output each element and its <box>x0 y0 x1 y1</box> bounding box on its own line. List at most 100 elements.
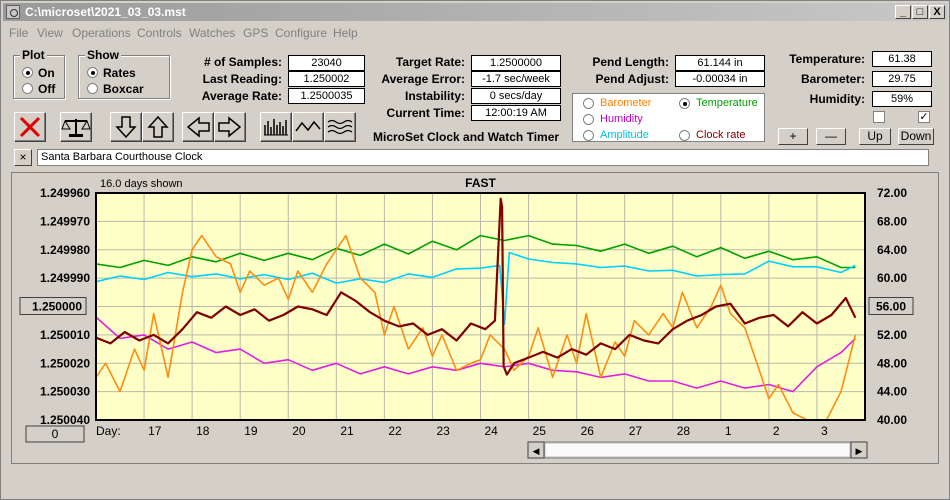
plot-on-label: On <box>38 66 55 80</box>
wave-button[interactable] <box>292 112 324 142</box>
plus-button[interactable]: + <box>778 128 808 145</box>
close-button[interactable]: X <box>929 5 945 19</box>
radio-indicator <box>679 130 690 141</box>
radio-indicator <box>22 83 33 94</box>
barometer-label: Barometer: <box>800 72 865 86</box>
menu-operations[interactable]: Operations <box>72 26 131 40</box>
down-button[interactable]: Down <box>898 128 934 145</box>
plot-border <box>95 192 866 421</box>
menu-controls[interactable]: Controls <box>137 26 182 40</box>
scroll-left-button[interactable] <box>527 441 545 459</box>
arrow-left-button[interactable] <box>182 112 214 142</box>
left-tick-label: 1.250030 <box>40 385 90 399</box>
right-center-button[interactable] <box>868 297 914 315</box>
arrow-down-button[interactable] <box>110 112 142 142</box>
up-button[interactable]: Up <box>859 128 891 145</box>
balance-button[interactable] <box>60 112 92 142</box>
pend-adjust-label: Pend Adjust: <box>595 72 669 86</box>
rate-chart: 1.249960 1.249970 1.249980 1.249990 1.250000… <box>19 176 914 477</box>
menu-watches[interactable]: Watches <box>189 26 236 40</box>
average-error-field: -1.7 sec/week <box>471 71 561 87</box>
fast-label: FAST <box>465 176 496 190</box>
days-shown-label: 16.0 days shown <box>100 178 183 190</box>
right-tick-label: 60.00 <box>877 271 907 285</box>
x-tick-label: 24 <box>485 424 499 438</box>
right-tick-label: 44.00 <box>877 385 907 399</box>
stop-icon <box>19 116 41 138</box>
menu-help[interactable]: Help <box>333 26 358 40</box>
arrow-right-button[interactable] <box>214 112 246 142</box>
show-group: Show Rates Boxcar <box>78 48 170 99</box>
right-tick-label: 64.00 <box>877 243 907 257</box>
menu-configure[interactable]: Configure <box>275 26 328 40</box>
samples-field: 23040 <box>288 55 365 71</box>
app-caption: MicroSet Clock and Watch Timer <box>373 130 560 144</box>
scroll-right-button[interactable] <box>850 441 868 459</box>
radio-indicator <box>583 130 594 141</box>
zero-button[interactable] <box>25 425 85 443</box>
scroll-thumb[interactable] <box>544 442 851 458</box>
radio-indicator <box>87 83 98 94</box>
average-error-label: Average Error: <box>381 72 465 86</box>
temperature-label: Temperature: <box>789 52 865 66</box>
clock-name-input[interactable]: Santa Barbara Courthouse Clock <box>37 149 929 166</box>
barometer-field: 29.75 <box>872 71 932 87</box>
radio-indicator <box>583 98 594 109</box>
radio-indicator <box>22 67 33 78</box>
maximize-button[interactable]: □ <box>912 5 928 19</box>
x-tick-label: 3 <box>821 424 828 438</box>
sensor-barometer-label: Barometer <box>600 97 652 109</box>
menu-gps[interactable]: GPS <box>243 26 269 40</box>
menu-file[interactable]: File <box>9 26 29 40</box>
pend-length-field: 61.144 in <box>675 55 765 71</box>
average-rate-field: 1.2500035 <box>288 88 365 104</box>
last-reading-label: Last Reading: <box>202 72 282 86</box>
series-clock_rate <box>95 197 857 376</box>
plot-off-label: Off <box>38 82 56 96</box>
series-amplitude <box>95 251 856 325</box>
sensor-amplitude-label: Amplitude <box>600 129 649 141</box>
right-tick-label: 40.00 <box>877 413 907 427</box>
sensor-clock-rate-label: Clock rate <box>696 129 746 141</box>
show-boxcar-label: Boxcar <box>103 82 144 96</box>
pend-adjust-field: -0.00034 in <box>675 71 765 87</box>
target-rate-field: 1.2500000 <box>471 55 561 71</box>
left-tick-label: 1.249960 <box>40 186 90 200</box>
right-tick-label: 56.00 <box>876 300 906 314</box>
x-tick-label: 26 <box>581 424 595 438</box>
left-tick-label: 1.249970 <box>40 214 90 228</box>
x-tick-label: 17 <box>148 424 162 438</box>
last-reading-field: 1.250002 <box>288 71 365 87</box>
series-barometer <box>95 234 857 421</box>
right-tick-label: 48.00 <box>877 356 907 370</box>
left-tick-label: 1.249990 <box>40 271 90 285</box>
x-tick-label: 19 <box>244 424 258 438</box>
clear-clock-name-button[interactable]: × <box>14 149 32 166</box>
x-tick-label: 2 <box>773 424 780 438</box>
menu-view[interactable]: View <box>37 26 63 40</box>
plot-group: Plot On Off <box>13 48 65 99</box>
arrow-up-button[interactable] <box>142 112 174 142</box>
right-checkbox[interactable]: ✓ <box>918 111 930 123</box>
series-humidity <box>95 316 856 393</box>
right-tick-label: 68.00 <box>877 214 907 228</box>
instability-field: 0 secs/day <box>471 88 561 104</box>
left-checkbox[interactable] <box>873 111 885 123</box>
right-tick-label: 52.00 <box>877 328 907 342</box>
bars-button[interactable] <box>260 112 292 142</box>
stop-button[interactable] <box>14 112 46 142</box>
x-tick-label: 1 <box>725 424 732 438</box>
arrow-left-icon <box>186 116 210 138</box>
x-tick-label: 18 <box>196 424 210 438</box>
left-center-button[interactable] <box>19 297 87 315</box>
scroll-left-icon: ◀ <box>533 446 540 456</box>
radio-indicator <box>679 98 690 109</box>
minimize-button[interactable]: _ <box>895 5 911 19</box>
zero-button-label: 0 <box>52 427 59 441</box>
sensor-select-panel: Barometer Temperature Humidity Amplitude… <box>572 93 765 142</box>
scroll-right-icon: ▶ <box>856 446 863 456</box>
minus-button[interactable]: — <box>816 128 846 145</box>
x-tick-label: 28 <box>677 424 691 438</box>
multi-wave-button[interactable] <box>324 112 356 142</box>
